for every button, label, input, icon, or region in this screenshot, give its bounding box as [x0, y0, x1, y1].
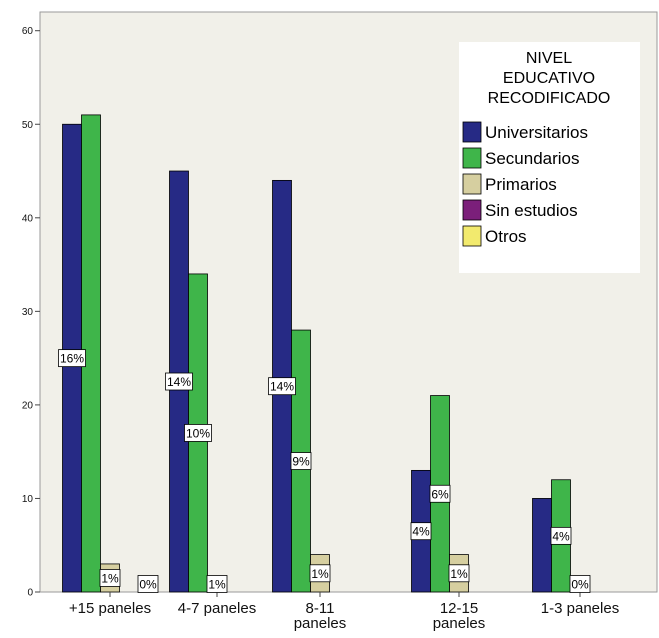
legend-swatch	[462, 199, 482, 221]
legend-swatch	[462, 147, 482, 169]
legend-swatch	[462, 121, 482, 143]
y-tick-label: 30	[22, 307, 34, 318]
y-tick-label: 50	[22, 120, 34, 131]
x-tick-label: 8-11 paneles	[294, 600, 347, 632]
legend-entry: Universitarios	[485, 123, 588, 142]
y-tick-label: 20	[22, 400, 34, 411]
data-label-box	[268, 377, 296, 396]
legend-entry: Primarios	[485, 175, 557, 194]
legend: NIVEL EDUCATIVO RECODIFICADO Universitarios…	[459, 42, 640, 273]
x-tick-label: 1-3 paneles	[541, 600, 619, 617]
data-label: 10%	[186, 426, 210, 440]
legend-entry: Secundarios	[485, 149, 580, 168]
data-label-box	[137, 575, 159, 593]
legend-swatch	[462, 173, 482, 195]
data-label: 16%	[60, 352, 84, 366]
x-tick-label: +15 paneles	[69, 600, 151, 617]
legend-swatch	[462, 225, 482, 247]
data-label: 1%	[101, 571, 119, 585]
y-tick-label: 0	[27, 588, 33, 599]
legend-title: NIVEL	[526, 50, 572, 67]
legend-title: RECODIFICADO	[488, 90, 611, 107]
data-label: 0%	[139, 578, 157, 592]
data-label-box	[410, 522, 432, 541]
data-label-box	[290, 452, 312, 470]
data-label-box	[569, 575, 591, 593]
data-label: 6%	[431, 487, 449, 501]
data-label: 4%	[412, 525, 430, 539]
data-label-box	[309, 564, 331, 583]
legend-box	[459, 42, 640, 273]
data-label-box	[165, 372, 193, 391]
legend-title: EDUCATIVO	[503, 70, 595, 87]
x-tick-label: 12-15 paneles	[433, 600, 486, 632]
data-label-box	[184, 424, 212, 442]
data-labels: 16% 1% 0% 14% 10% 1% 14% 9% 1% 4% 6% 1% 4% 0%	[58, 349, 591, 593]
data-label-box	[429, 484, 451, 503]
data-label: 1%	[450, 567, 468, 581]
data-label-box	[99, 569, 121, 587]
data-label: 1%	[208, 578, 226, 592]
bar-universitarios	[532, 498, 552, 593]
x-axis: +15 paneles 4-7 paneles 8-11 paneles 12-15 pa…	[69, 592, 619, 632]
data-label-box	[206, 575, 228, 593]
y-tick-label: 40	[22, 213, 34, 224]
data-label: 4%	[552, 529, 570, 543]
y-tick-label: 10	[22, 494, 34, 505]
legend-entry: Sin estudios	[485, 201, 578, 220]
data-label: 14%	[167, 375, 191, 389]
data-label-box	[448, 564, 470, 583]
bars	[62, 114, 571, 593]
x-tick-label: 4-7 paneles	[178, 600, 256, 617]
y-tick-label: 60	[22, 26, 34, 37]
data-label-box	[550, 526, 572, 545]
y-axis: 0 10 20 30 40 50 60	[22, 26, 40, 599]
data-label: 1%	[311, 567, 329, 581]
data-label: 14%	[270, 380, 294, 394]
data-label-box	[58, 349, 86, 368]
data-label: 0%	[571, 578, 589, 592]
legend-entry: Otros	[485, 227, 527, 246]
data-label: 9%	[292, 455, 310, 469]
